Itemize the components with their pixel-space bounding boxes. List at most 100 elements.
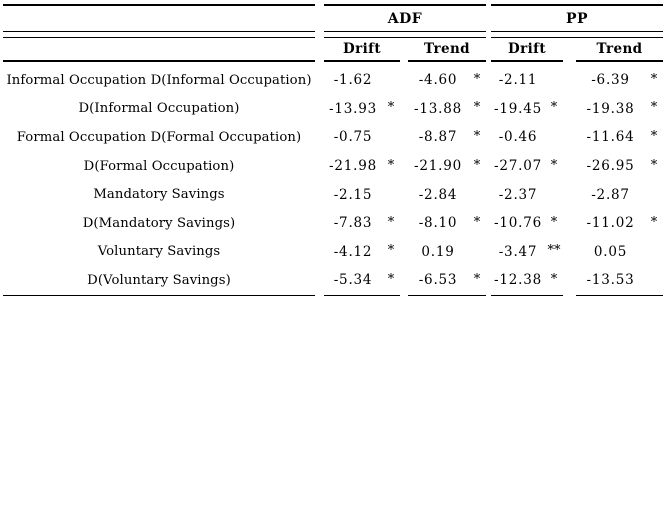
cell-pp-trend: -26.95 *: [576, 152, 663, 181]
header-rule-adf-trend: [408, 60, 486, 62]
significance-marker: *: [550, 271, 558, 287]
significance-marker: *: [650, 100, 658, 116]
cell-adf-drift: -21.98 *: [324, 152, 400, 181]
cell-pp-trend: -13.53: [576, 266, 663, 295]
header-rule-pp-drift: [491, 60, 563, 62]
cell-value: -0.75: [333, 129, 373, 146]
cell-value: -19.38: [586, 100, 635, 117]
significance-marker: *: [473, 71, 481, 87]
significance-marker: *: [650, 214, 658, 230]
double-rule-adf-group: [324, 31, 486, 38]
cell-value: -13.93: [328, 100, 377, 117]
cell-value: -8.87: [418, 129, 458, 146]
cell-value: -11.02: [586, 215, 635, 232]
significance-marker: *: [473, 128, 481, 144]
subheader-adf-trend: Trend: [423, 41, 471, 57]
significance-marker: *: [387, 100, 395, 116]
header-rule-adf-drift: [324, 60, 400, 62]
cell-pp-drift: -12.38 *: [491, 266, 563, 295]
row-label: D(Voluntary Savings): [87, 272, 231, 288]
cell-pp-trend: -11.02 *: [576, 209, 663, 238]
cell-value: -2.87: [591, 186, 630, 203]
cell-value: -4.12: [333, 243, 373, 260]
top-rule-adf-group: [324, 4, 486, 6]
cell-value: 0.05: [593, 243, 628, 260]
significance-marker: *: [650, 128, 658, 144]
significance-marker: *: [650, 157, 658, 173]
cell-pp-drift: -2.11: [491, 66, 563, 95]
significance-marker: *: [387, 157, 395, 173]
bottom-rule-pp-trend: [576, 294, 663, 297]
cell-adf-drift: -5.34 *: [324, 266, 400, 295]
cell-adf-drift: -4.12 *: [324, 238, 400, 267]
significance-marker: *: [473, 100, 481, 116]
group-header-pp: PP: [565, 10, 589, 27]
cell-pp-drift: -27.07 *: [491, 152, 563, 181]
cell-value: -2.11: [498, 72, 538, 89]
row-label: Mandatory Savings: [93, 187, 225, 203]
cell-value: -10.76: [493, 215, 542, 232]
cell-value: -2.15: [333, 186, 373, 203]
cell-value: -13.53: [586, 272, 635, 289]
row-label: Formal Occupation D(Formal Occupation): [16, 129, 302, 145]
significance-marker: *: [387, 243, 395, 259]
cell-value: -21.98: [328, 158, 377, 175]
cell-value: -3.47: [498, 243, 538, 260]
row-label: D(Informal Occupation): [78, 101, 240, 117]
cell-pp-drift: -2.37: [491, 180, 563, 209]
significance-marker: *: [550, 214, 558, 230]
double-rule-label-column: [3, 31, 315, 38]
cell-value: -6.53: [418, 272, 458, 289]
cell-value: -21.90: [413, 158, 462, 175]
cell-adf-trend: -6.53 *: [408, 266, 486, 295]
cell-pp-drift: -0.46: [491, 123, 563, 152]
cell-value: -4.60: [418, 72, 458, 89]
cell-value: -0.46: [498, 129, 538, 146]
bottom-rule-adf-trend: [408, 294, 486, 297]
cell-adf-trend: -8.87 *: [408, 123, 486, 152]
bottom-rule-adf-drift: [324, 294, 400, 297]
significance-marker: *: [387, 271, 395, 287]
significance-marker: *: [473, 271, 481, 287]
top-rule-label-column: [3, 4, 315, 6]
significance-marker: *: [387, 214, 395, 230]
subheader-pp-trend: Trend: [596, 41, 643, 57]
cell-adf-trend: -8.10 *: [408, 209, 486, 238]
significance-marker: *: [650, 71, 658, 87]
subheader-pp-drift: Drift: [508, 41, 546, 57]
double-rule-pp-group: [491, 31, 663, 38]
cell-adf-drift: -13.93 *: [324, 95, 400, 124]
significance-marker: *: [473, 214, 481, 230]
cell-adf-trend: 0.19: [408, 238, 486, 267]
cell-pp-drift: -19.45 *: [491, 95, 563, 124]
top-rule-pp-group: [491, 4, 663, 6]
cell-pp-trend: -19.38 *: [576, 95, 663, 124]
cell-adf-trend: -13.88 *: [408, 95, 486, 124]
cell-value: -2.84: [418, 186, 458, 203]
significance-marker: *: [550, 100, 558, 116]
cell-value: -11.64: [586, 129, 635, 146]
group-header-adf: ADF: [387, 10, 423, 27]
cell-value: -7.83: [333, 215, 373, 232]
row-label: D(Mandatory Savings): [82, 215, 236, 231]
cell-pp-trend: 0.05: [576, 238, 663, 267]
cell-adf-drift: -0.75: [324, 123, 400, 152]
cell-pp-trend: -11.64 *: [576, 123, 663, 152]
header-rule-pp-trend: [576, 60, 663, 62]
bottom-rule-pp-drift: [491, 294, 563, 297]
bottom-rule-label-column: [3, 294, 315, 297]
cell-value: -5.34: [333, 272, 373, 289]
cell-pp-drift: -10.76 *: [491, 209, 563, 238]
row-label: Voluntary Savings: [97, 244, 221, 260]
cell-adf-drift: -2.15: [324, 180, 400, 209]
row-label: D(Formal Occupation): [83, 158, 235, 174]
header-rule-label-column: [3, 60, 315, 62]
cell-adf-drift: -1.62: [324, 66, 400, 95]
subheader-adf-drift: Drift: [343, 41, 381, 57]
cell-pp-drift: -3.47 **: [491, 238, 563, 267]
significance-marker: *: [550, 157, 558, 173]
significance-marker: **: [547, 243, 561, 259]
cell-adf-trend: -2.84: [408, 180, 486, 209]
cell-value: -26.95: [586, 158, 635, 175]
